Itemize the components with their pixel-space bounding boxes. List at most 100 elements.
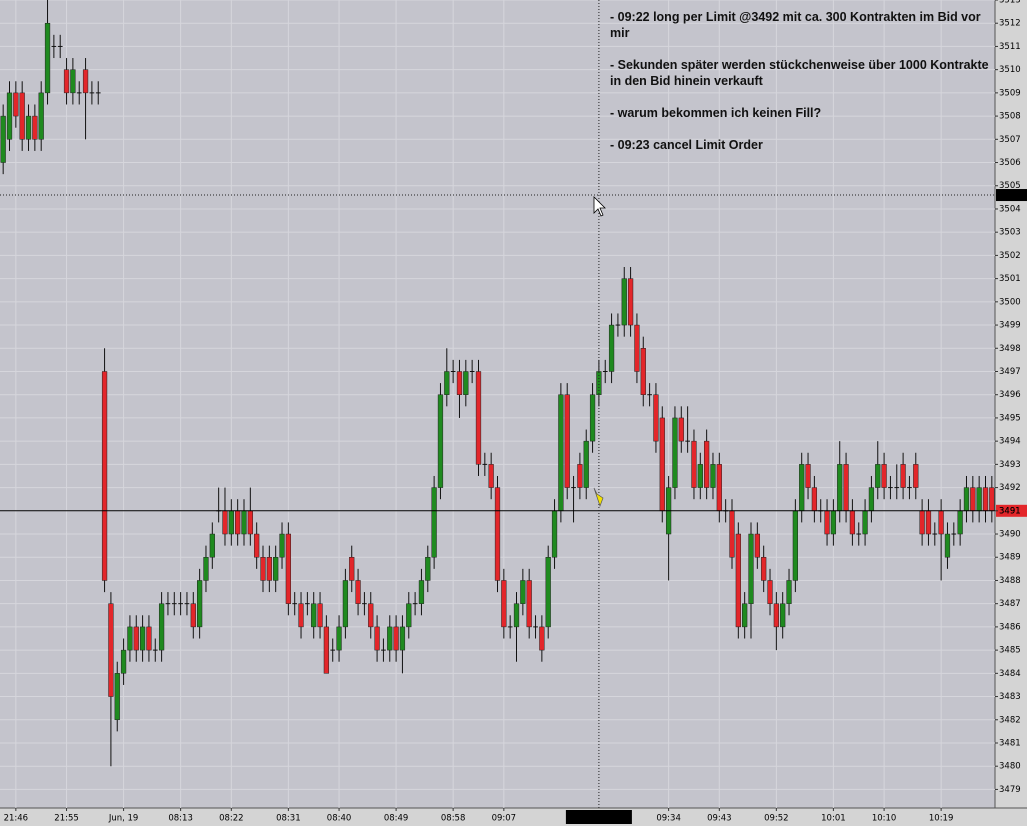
candle-body — [944, 533, 951, 558]
candle-body — [13, 92, 19, 117]
last-price-box — [996, 504, 1027, 517]
candle-body — [792, 510, 798, 581]
y-tick-label: 3513 — [999, 0, 1021, 6]
candle-body — [70, 69, 76, 94]
x-tick-label: 10:19 — [929, 814, 954, 824]
y-tick-label: 3512 — [999, 19, 1021, 29]
candle-body — [621, 278, 627, 326]
candle-body — [551, 510, 558, 558]
candle-body — [355, 580, 361, 604]
y-tick-label: 3501 — [999, 274, 1021, 284]
candle-body — [374, 626, 380, 651]
candle-body — [767, 580, 773, 604]
candle-body — [513, 603, 520, 628]
candle-body — [254, 533, 260, 558]
x-tick-label: 09:43 — [707, 814, 732, 824]
candle-body — [44, 22, 51, 94]
y-tick-label: 3480 — [999, 762, 1021, 772]
candle-body — [678, 417, 684, 442]
candle-body — [32, 115, 38, 140]
candle-body — [627, 278, 634, 326]
candle-body — [811, 487, 818, 512]
candle-body — [862, 510, 868, 535]
crosshair-x-box — [565, 810, 632, 824]
candle-body — [127, 626, 133, 651]
candle-body — [539, 626, 545, 651]
y-tick-label: 3510 — [999, 65, 1021, 75]
candle-body — [913, 464, 919, 488]
candle-body — [577, 464, 583, 488]
annotation: - warum bekommen ich keinen Fill? — [610, 106, 822, 120]
candle-body — [881, 464, 887, 488]
candle-body — [672, 417, 678, 488]
y-tick-label: 3479 — [999, 785, 1021, 795]
crosshair-y-box — [996, 189, 1027, 202]
candle-body — [761, 556, 767, 581]
candle-body — [799, 464, 805, 512]
candle-body — [146, 626, 152, 651]
candle-body — [704, 440, 710, 488]
candle-body — [444, 371, 450, 395]
candle-body — [323, 626, 330, 674]
candle-body — [849, 510, 856, 535]
candle-body — [653, 394, 659, 442]
candle-body — [273, 556, 279, 581]
candle-body — [596, 371, 602, 395]
x-tick-label: Jun, 19 — [108, 814, 139, 824]
candle-body — [957, 510, 963, 535]
x-axis-panel — [0, 808, 1027, 826]
candle-body — [608, 324, 615, 372]
candle-body — [418, 580, 425, 604]
candle-body — [285, 533, 291, 604]
candle-body — [203, 556, 209, 581]
y-tick-label: 3498 — [999, 344, 1021, 354]
candle-body — [659, 417, 665, 512]
y-tick-label: 3486 — [999, 622, 1021, 632]
candle-body — [780, 603, 786, 628]
candle-body — [742, 603, 748, 628]
candle-body — [387, 626, 393, 651]
candle-body — [120, 649, 127, 674]
y-tick-label: 3481 — [999, 738, 1021, 748]
y-tick-label: 3485 — [999, 646, 1021, 656]
candle-body — [583, 440, 589, 488]
y-tick-label: 3507 — [999, 135, 1021, 145]
candle-body — [729, 510, 735, 558]
candle-body — [868, 487, 875, 512]
y-tick-label: 3489 — [999, 553, 1021, 563]
candle-body — [19, 92, 25, 140]
x-tick-label: 10:01 — [821, 814, 846, 824]
x-tick-label: 08:31 — [276, 814, 301, 824]
y-tick-label: 3490 — [999, 530, 1021, 540]
candle-body — [399, 626, 406, 651]
x-tick-label: 08:58 — [441, 814, 466, 824]
candle-body — [108, 603, 114, 697]
candle-body — [989, 487, 995, 512]
candle-body — [393, 626, 399, 651]
candle-body — [342, 580, 349, 628]
candle-body — [526, 580, 532, 628]
candle-body — [589, 394, 596, 442]
candle-body — [279, 533, 285, 558]
candle-body — [431, 487, 437, 558]
candle-body — [158, 603, 165, 651]
grid — [0, 0, 995, 808]
candle-body — [970, 487, 976, 512]
y-tick-label: 3508 — [999, 112, 1021, 122]
x-tick-label: 09:07 — [492, 814, 517, 824]
y-tick-label: 3494 — [999, 437, 1021, 447]
candle-body — [640, 348, 646, 395]
candle-body — [475, 371, 482, 465]
candle-body — [900, 464, 906, 488]
candle-body — [349, 556, 355, 581]
y-tick-label: 3491 — [999, 506, 1021, 516]
y-tick-label: 3488 — [999, 576, 1021, 586]
candle-body — [691, 440, 697, 488]
y-tick-label: 3500 — [999, 297, 1021, 307]
crosshair-x-label: Jun, 19 09:22 — [570, 814, 628, 824]
x-tick-label: 08:22 — [219, 814, 244, 824]
x-tick-label: 21:46 — [4, 814, 29, 824]
